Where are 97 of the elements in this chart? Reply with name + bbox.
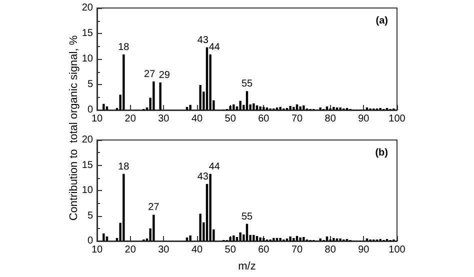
y-tick-label: 10: [82, 185, 94, 196]
annotation: 44: [208, 42, 220, 53]
x-tick-label: 60: [258, 114, 270, 124]
annotation: 29: [158, 70, 170, 81]
bar: [302, 105, 305, 110]
bar: [279, 238, 282, 241]
bar: [152, 81, 155, 110]
y-tick-label: 20: [82, 134, 94, 146]
bar: [252, 234, 255, 241]
bar: [319, 107, 322, 110]
bar: [266, 107, 268, 110]
x-tick-label: 60: [258, 244, 270, 256]
bar: [199, 85, 202, 110]
bar: [102, 104, 105, 110]
bar: [336, 238, 338, 241]
x-tick-label: 30: [158, 114, 170, 124]
bar: [326, 106, 328, 110]
y-tick-label: 0: [87, 104, 94, 116]
bar: [199, 214, 202, 241]
x-tick-label: 80: [324, 114, 336, 124]
x-axis-title: m/z: [238, 260, 256, 272]
x-tick-label: 50: [224, 244, 236, 256]
annotation: (b): [375, 148, 388, 158]
annotation: 27: [144, 68, 156, 80]
annotation: 44: [208, 161, 220, 172]
annotation: 43: [197, 171, 209, 182]
x-tick-label: 70: [291, 244, 303, 256]
annotation: 27: [148, 202, 160, 214]
bar: [289, 236, 292, 241]
bar: [106, 106, 108, 110]
bar: [232, 235, 235, 241]
x-tick-label: 100: [388, 244, 406, 256]
bar: [152, 214, 155, 241]
bar: [256, 236, 258, 241]
x-tick-label: 70: [291, 114, 303, 124]
x-tick-label: 40: [191, 114, 203, 124]
bar: [366, 238, 368, 241]
x-tick-label: 80: [324, 244, 336, 256]
bar: [122, 174, 125, 241]
bar: [259, 237, 262, 241]
bar: [246, 91, 248, 110]
annotation: 55: [241, 78, 253, 90]
x-tick-label: 50: [224, 114, 236, 124]
bar: [159, 82, 162, 110]
annotation: 18: [118, 42, 130, 53]
bar: [339, 238, 342, 241]
y-tick-label: 5: [87, 210, 94, 222]
bar: [122, 54, 125, 110]
bar: [206, 47, 208, 110]
bar: [189, 235, 192, 241]
bar: [299, 106, 302, 110]
bar: [209, 174, 212, 241]
annotation: (a): [376, 16, 388, 26]
bar: [279, 106, 282, 110]
bar: [292, 106, 295, 110]
y-tick-label: 5: [87, 79, 94, 90]
bar: [276, 107, 278, 110]
y-tick-label: 15: [82, 28, 94, 39]
bar: [106, 236, 108, 241]
bar: [332, 238, 335, 241]
annotation: 18: [118, 161, 130, 172]
x-tick-label: 90: [358, 114, 370, 124]
y-tick-label: 0: [87, 236, 94, 246]
bar: [339, 107, 342, 110]
bar: [272, 238, 275, 241]
annotation: 55: [241, 211, 253, 222]
bar: [292, 238, 295, 241]
bar: [252, 103, 255, 110]
bar: [186, 237, 188, 241]
bar: [286, 238, 288, 241]
bar: [366, 107, 368, 110]
y-axis-title: Contribution to total organic signal, %: [68, 35, 80, 221]
y-tick-label: 20: [82, 2, 94, 14]
x-tick-label: 40: [191, 244, 203, 256]
x-tick-label: 20: [124, 244, 136, 256]
bar: [326, 236, 328, 241]
bar: [289, 106, 292, 110]
y-tick-label: 15: [82, 160, 94, 171]
bar: [256, 105, 258, 110]
annotation: 43: [197, 34, 209, 46]
bar: [299, 237, 302, 241]
bar: [239, 232, 242, 241]
bar: [259, 106, 262, 110]
bar: [246, 224, 248, 241]
bar: [232, 104, 235, 110]
x-tick-label: 20: [124, 114, 136, 124]
x-tick-label: 30: [158, 244, 170, 256]
bar: [319, 238, 322, 241]
bar: [332, 106, 335, 110]
bar: [302, 236, 305, 241]
bar: [102, 233, 105, 241]
bar: [336, 107, 338, 110]
bar: [189, 104, 192, 110]
bar: [239, 100, 242, 110]
y-tick-label: 10: [82, 54, 94, 64]
x-tick-label: 100: [388, 114, 406, 124]
x-tick-label: 90: [358, 244, 370, 256]
